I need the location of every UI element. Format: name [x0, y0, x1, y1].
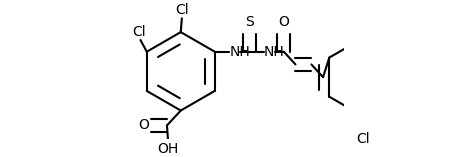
Text: Cl: Cl [357, 132, 370, 146]
Text: NH: NH [229, 45, 250, 59]
Text: NH: NH [264, 45, 285, 59]
Text: Cl: Cl [133, 25, 146, 39]
Text: Cl: Cl [175, 3, 188, 17]
Text: S: S [245, 15, 254, 29]
Text: O: O [139, 118, 149, 132]
Text: OH: OH [158, 142, 178, 156]
Text: O: O [278, 15, 289, 29]
